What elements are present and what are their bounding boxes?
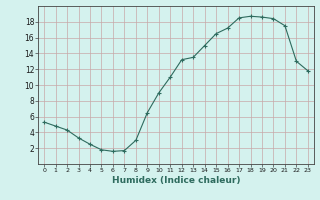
X-axis label: Humidex (Indice chaleur): Humidex (Indice chaleur) [112, 176, 240, 185]
